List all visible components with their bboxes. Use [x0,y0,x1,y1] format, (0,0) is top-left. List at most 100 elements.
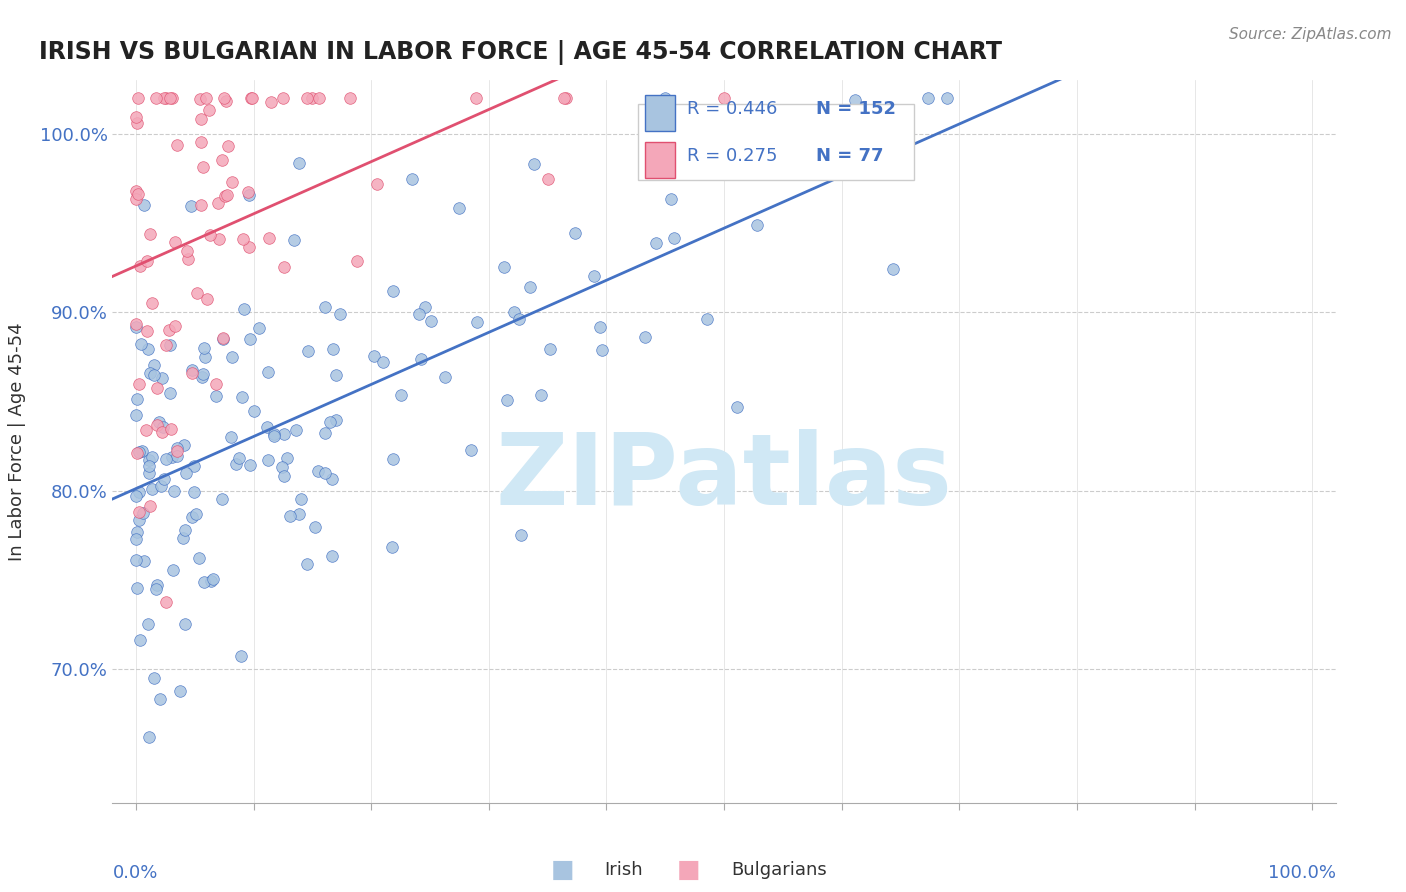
Irish [180,510,202,524]
Irish [319,415,342,429]
Irish [460,442,482,457]
Irish [231,390,253,404]
Bulgarians [177,252,200,266]
Irish [127,581,149,595]
Irish [162,450,184,465]
Irish [257,452,280,467]
Bulgarians [366,177,388,191]
Bulgarians [464,91,486,105]
Bulgarians [127,91,149,105]
Bulgarians [190,112,212,126]
Bulgarians [537,172,560,186]
Irish [150,370,173,384]
Irish [363,349,385,363]
Irish [127,392,149,407]
Irish [835,122,858,136]
Text: ZIPatlas: ZIPatlas [496,429,952,526]
Bulgarians [308,91,330,105]
Irish [654,91,676,105]
Irish [125,533,148,547]
Text: ■: ■ [678,858,700,881]
Irish [128,512,150,526]
Bulgarians [553,91,575,105]
Bulgarians [125,110,148,124]
Irish [401,172,423,186]
Irish [465,315,488,329]
Irish [371,355,394,369]
Irish [187,551,209,566]
Irish [509,528,531,542]
Bulgarians [181,366,204,380]
Irish [917,91,939,105]
Bulgarians [157,323,180,337]
Irish [381,452,404,467]
Bulgarians [127,116,149,130]
Bulgarians [155,595,177,609]
Irish [278,509,301,524]
Irish [166,441,188,455]
Irish [155,452,177,467]
Irish [150,478,173,492]
Irish [238,187,260,202]
Irish [882,262,904,277]
Irish [194,350,217,364]
Irish [263,428,285,442]
Bulgarians [271,91,294,105]
Bulgarians [346,253,368,268]
Irish [141,483,163,497]
Text: R = 0.275: R = 0.275 [688,147,778,165]
Irish [162,563,184,577]
Irish [174,467,197,481]
Irish [238,458,260,472]
Bulgarians [198,228,221,243]
Irish [273,468,295,483]
Irish [183,458,205,473]
Irish [125,524,148,539]
Irish [283,233,305,247]
Irish [413,300,436,314]
Bulgarians [163,319,186,334]
Irish [159,385,181,400]
Irish [125,489,148,503]
Irish [271,460,294,475]
Bulgarians [713,91,735,105]
Irish [152,419,174,434]
Irish [321,472,343,486]
Bulgarians [139,500,162,514]
Bulgarians [139,227,162,242]
Bulgarians [160,422,183,436]
Irish [174,616,197,631]
Bulgarians [135,324,157,338]
Irish [263,427,285,442]
Irish [136,617,159,632]
Bulgarians [160,91,183,105]
Irish [205,389,228,403]
Bulgarians [260,95,283,109]
Irish [129,336,152,351]
Irish [285,423,308,437]
Bulgarians [128,505,150,519]
Irish [582,269,605,284]
Irish [229,648,252,663]
Irish [295,557,318,571]
Irish [139,366,162,380]
Bulgarians [127,186,149,201]
Bulgarians [150,425,173,439]
Bulgarians [205,377,228,392]
Irish [200,574,222,589]
Irish [225,457,247,471]
Irish [173,437,195,451]
Irish [136,342,159,356]
Bulgarians [188,92,211,106]
Irish [408,307,430,321]
Bulgarians [165,235,187,249]
Irish [125,319,148,334]
Bulgarians [273,260,295,274]
Bulgarians [135,423,157,437]
Irish [143,671,166,685]
Bulgarians [215,187,238,202]
Irish [180,199,202,213]
Irish [325,368,347,383]
Irish [321,549,343,564]
Irish [325,413,347,427]
